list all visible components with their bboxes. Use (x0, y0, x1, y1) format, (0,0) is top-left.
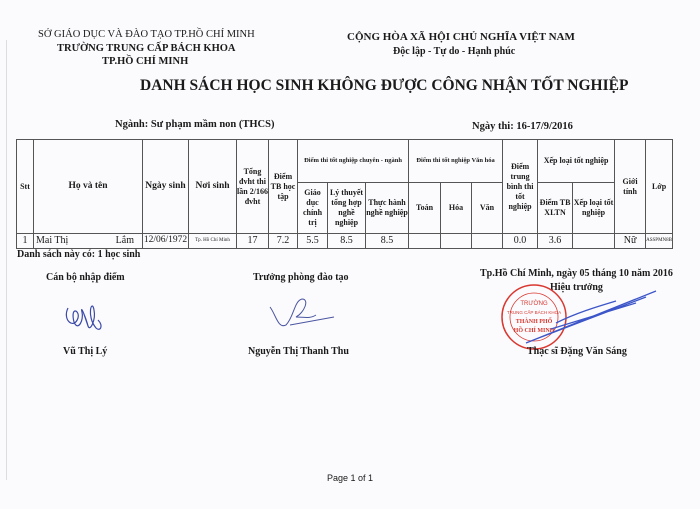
exam-date: Ngày thi: 16-17/9/2016 (472, 121, 573, 132)
col-culture-exam: Điểm thi tốt nghiệp Văn hóa (408, 139, 504, 183)
training-head-signature (269, 298, 335, 327)
scan-edge (6, 40, 7, 480)
cell-name: Mai Thị Lắm (33, 233, 143, 249)
svg-text:THÀNH PHỐ: THÀNH PHỐ (516, 317, 553, 325)
cell-rank-score: 3.6 (537, 233, 574, 249)
svg-text:TRUNG CẤP BÁCH KHOA: TRUNG CẤP BÁCH KHOA (507, 309, 561, 315)
students-table: Stt Họ và tên Ngày sinh Nơi sinh Tổng đv… (16, 139, 674, 249)
training-head-title: Trưởng phòng đào tạo (253, 272, 349, 283)
cell-gender: Nữ (614, 233, 647, 249)
cell-lit (471, 233, 504, 249)
col-class: Lớp (645, 139, 674, 234)
table-row: 1 Mai Thị Lắm 12/06/1972 Tp. Hồ Chí Minh … (16, 233, 674, 249)
col-exam-avg: Điểm trung bình thi tốt nghiệp (502, 139, 539, 234)
cell-theory: 8.5 (327, 233, 366, 249)
col-chem: Hóa (440, 182, 473, 234)
place-date: Tp.Hồ Chí Minh, ngày 05 tháng 10 năm 201… (480, 268, 673, 279)
major: Ngành: Sư phạm mầm non (THCS) (115, 119, 275, 130)
cell-gpa: 7.2 (268, 233, 298, 249)
school-stamp: TRƯỜNG TRUNG CẤP BÁCH KHOA THÀNH PHỐ HỒ … (501, 284, 657, 350)
cell-chem (440, 233, 473, 249)
col-practice: Thực hành nghề nghiệp (364, 182, 410, 234)
cell-pob: Tp. Hồ Chí Minh (188, 233, 237, 249)
page-footer: Page 1 of 1 (327, 473, 374, 483)
principal-title: Hiệu trưởng (550, 282, 603, 293)
col-name: Họ và tên (33, 139, 143, 234)
cell-exam-avg: 0.0 (502, 233, 539, 249)
cell-math (408, 233, 442, 249)
cell-dob: 12/06/1972 (142, 233, 189, 249)
col-theory: Lý thuyết tổng hợp nghề nghiệp (327, 182, 366, 234)
col-math: Toán (408, 182, 442, 234)
cell-total-credits: 17 (236, 233, 269, 249)
col-grad-rank: Xếp loại tốt nghiệp (537, 139, 616, 183)
col-lit: Văn (471, 182, 504, 234)
cell-rank (572, 233, 616, 249)
page-title: DANH SÁCH HỌC SINH KHÔNG ĐƯỢC CÔNG NHẬN … (140, 77, 629, 94)
col-gender: Giới tính (614, 139, 647, 234)
motto: Độc lập - Tự do - Hạnh phúc (393, 46, 516, 57)
school-city: TP.HỒ CHÍ MINH (102, 56, 189, 67)
col-politics: Giáo dục chính trị (297, 182, 328, 234)
col-rank: Xếp loại tốt nghiệp (572, 182, 616, 234)
col-stt: Stt (16, 139, 34, 234)
col-total-credits: Tổng đvht thi lần 2/166 đvht (236, 139, 269, 234)
col-rank-score: Điểm TB XLTN (537, 182, 574, 234)
cell-class: ASSPMN8B (645, 233, 674, 249)
school-name: TRƯỜNG TRUNG CẤP BÁCH KHOA (57, 43, 236, 54)
cell-politics: 5.5 (297, 233, 328, 249)
entry-officer-signature (65, 305, 102, 330)
principal-name: Thạc sĩ Đặng Văn Sáng (527, 346, 627, 357)
republic-name: CỘNG HÒA XÃ HỘI CHỦ NGHĨA VIỆT NAM (347, 31, 575, 43)
svg-text:TRƯỜNG: TRƯỜNG (520, 300, 548, 307)
col-major-exam: Điểm thi tốt nghiệp chuyên - ngành (296, 139, 410, 183)
summary: Danh sách này có: 1 học sinh (17, 249, 141, 260)
entry-officer-title: Cán bộ nhập điểm (46, 272, 125, 283)
cell-stt: 1 (16, 233, 34, 249)
col-pob: Nơi sinh (188, 139, 237, 234)
col-dob: Ngày sinh (142, 139, 189, 234)
department-name: SỞ GIÁO DỤC VÀ ĐÀO TẠO TP.HỒ CHÍ MINH (38, 29, 255, 40)
entry-officer-name: Vũ Thị Lý (63, 346, 108, 357)
first-name: Lắm (115, 234, 134, 246)
svg-text:HỒ CHÍ MINH: HỒ CHÍ MINH (514, 326, 555, 334)
training-head-name: Nguyễn Thị Thanh Thu (248, 346, 349, 357)
cell-practice: 8.5 (364, 233, 410, 249)
last-name: Mai Thị (36, 234, 69, 246)
col-gpa: Điểm TB học tập (268, 139, 298, 234)
